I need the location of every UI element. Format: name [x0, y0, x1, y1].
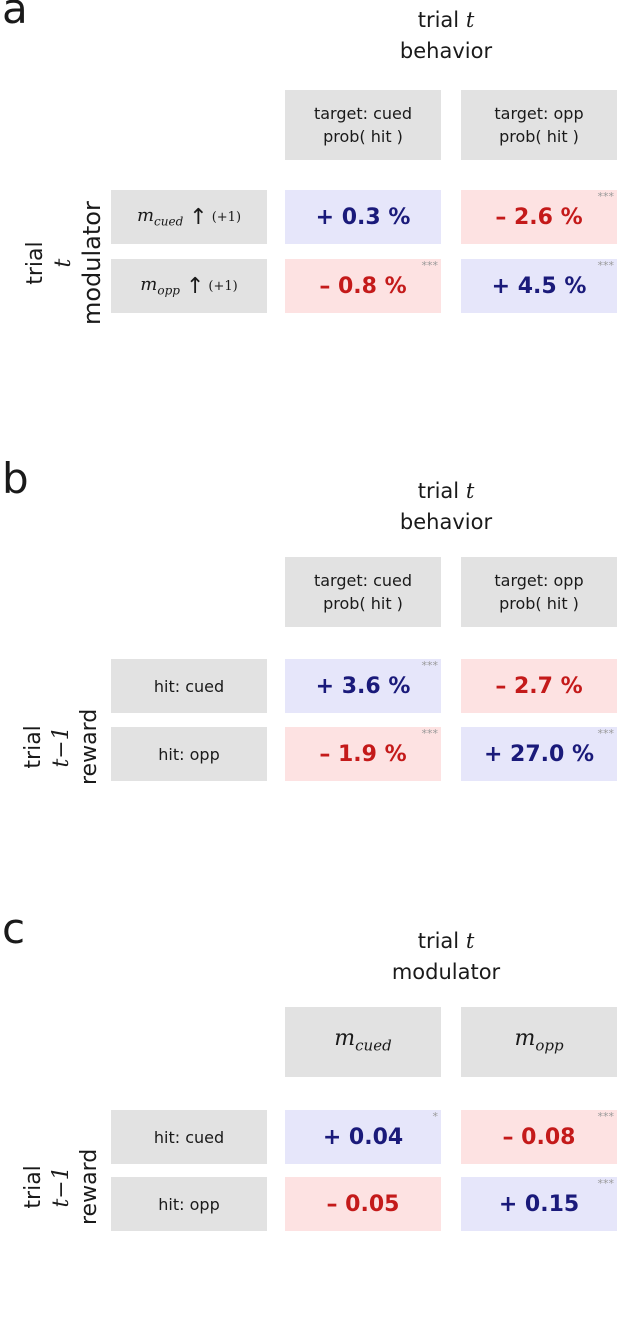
- row-label-line2: modulator: [78, 201, 106, 325]
- row-label-var: t−1: [49, 1166, 74, 1208]
- column-title: trial t behavior: [285, 5, 607, 67]
- significance-marker: *: [432, 1110, 439, 1123]
- significance-marker: ***: [597, 1110, 615, 1123]
- significance-marker: ***: [597, 190, 615, 203]
- column-title: trial t modulator: [285, 926, 607, 988]
- column-header-cued: target: cued prob( hit ): [285, 557, 441, 627]
- column-title-prefix: trial: [417, 479, 466, 503]
- column-header-m-cued: mcued: [285, 1007, 441, 1077]
- column-title-line2: behavior: [399, 510, 493, 534]
- column-header-line1: target: cued: [313, 104, 413, 123]
- column-header-opp: target: opp prob( hit ): [461, 557, 617, 627]
- row-label: trial t−1 reward: [20, 1149, 104, 1225]
- row-label: trial t−1 reward: [20, 709, 104, 785]
- cell-positive: + 0.04 *: [285, 1110, 441, 1164]
- column-header-m-opp: mopp: [461, 1007, 617, 1077]
- column-header-opp: target: opp prob( hit ): [461, 90, 617, 160]
- cell-positive: + 27.0 % ***: [461, 727, 617, 781]
- column-title-prefix: trial: [417, 8, 466, 32]
- math-m: mcued: [136, 205, 184, 229]
- panel-letter: b: [2, 454, 29, 503]
- column-header-line1: target: opp: [494, 571, 584, 590]
- cell-negative: – 2.7 %: [461, 659, 617, 713]
- row-header-hit-cued: hit: cued: [111, 1110, 267, 1164]
- row-header-m-cued: mcued ↑ (+1): [111, 190, 267, 244]
- row-label-prefix: trial: [21, 725, 46, 769]
- significance-marker: ***: [421, 727, 439, 740]
- panel-c: c trial t modulator mcued mopp trial t−1…: [0, 908, 617, 1330]
- column-header-line1: target: opp: [494, 104, 584, 123]
- column-header-line2: prob( hit ): [323, 127, 403, 146]
- cell-positive: + 0.15 ***: [461, 1177, 617, 1231]
- up-arrow-icon: ↑: [185, 273, 205, 299]
- column-header-line2: prob( hit ): [323, 594, 403, 613]
- row-label-line2: reward: [77, 708, 102, 785]
- cell-negative: – 0.08 ***: [461, 1110, 617, 1164]
- cell-negative: – 2.6 % ***: [461, 190, 617, 244]
- row-label: trial t modulator: [22, 201, 106, 325]
- row-label-var: t−1: [49, 726, 74, 768]
- increment-label: (+1): [208, 278, 238, 294]
- column-title-line2: behavior: [399, 39, 493, 63]
- cell-positive: + 0.3 %: [285, 190, 441, 244]
- row-header-hit-opp: hit: opp: [111, 1177, 267, 1231]
- row-header-m-opp: mopp ↑ (+1): [111, 259, 267, 313]
- panel-a: a trial t behavior target: cued prob( hi…: [0, 0, 617, 410]
- cell-negative: – 0.8 % ***: [285, 259, 441, 313]
- panel-letter: a: [2, 0, 28, 33]
- cell-positive: + 3.6 % ***: [285, 659, 441, 713]
- row-label-var: t: [51, 258, 76, 268]
- math-m: mopp: [140, 274, 180, 298]
- panel-b: b trial t behavior target: cued prob( hi…: [0, 458, 617, 880]
- cell-positive: + 4.5 % ***: [461, 259, 617, 313]
- cell-negative: – 1.9 % ***: [285, 727, 441, 781]
- significance-marker: ***: [421, 259, 439, 272]
- row-label-prefix: trial: [23, 241, 48, 285]
- column-header-cued: target: cued prob( hit ): [285, 90, 441, 160]
- column-title: trial t behavior: [285, 476, 607, 538]
- significance-marker: ***: [421, 659, 439, 672]
- row-header-hit-cued: hit: cued: [111, 659, 267, 713]
- significance-marker: ***: [597, 259, 615, 272]
- significance-marker: ***: [597, 1177, 615, 1190]
- column-header-line1: target: cued: [313, 571, 413, 590]
- column-header-line2: prob( hit ): [499, 127, 579, 146]
- increment-label: (+1): [211, 209, 242, 225]
- cell-negative: – 0.05: [285, 1177, 441, 1231]
- column-title-var: t: [465, 479, 475, 503]
- column-title-line2: modulator: [391, 960, 501, 984]
- row-label-prefix: trial: [21, 1165, 46, 1209]
- row-header-hit-opp: hit: opp: [111, 727, 267, 781]
- panel-letter: c: [2, 904, 26, 953]
- up-arrow-icon: ↑: [189, 204, 208, 230]
- column-header-line2: prob( hit ): [499, 594, 579, 613]
- row-label-line2: reward: [77, 1148, 102, 1225]
- significance-marker: ***: [597, 727, 615, 740]
- column-title-var: t: [465, 8, 475, 32]
- column-title-var: t: [465, 929, 475, 953]
- column-title-prefix: trial: [417, 929, 466, 953]
